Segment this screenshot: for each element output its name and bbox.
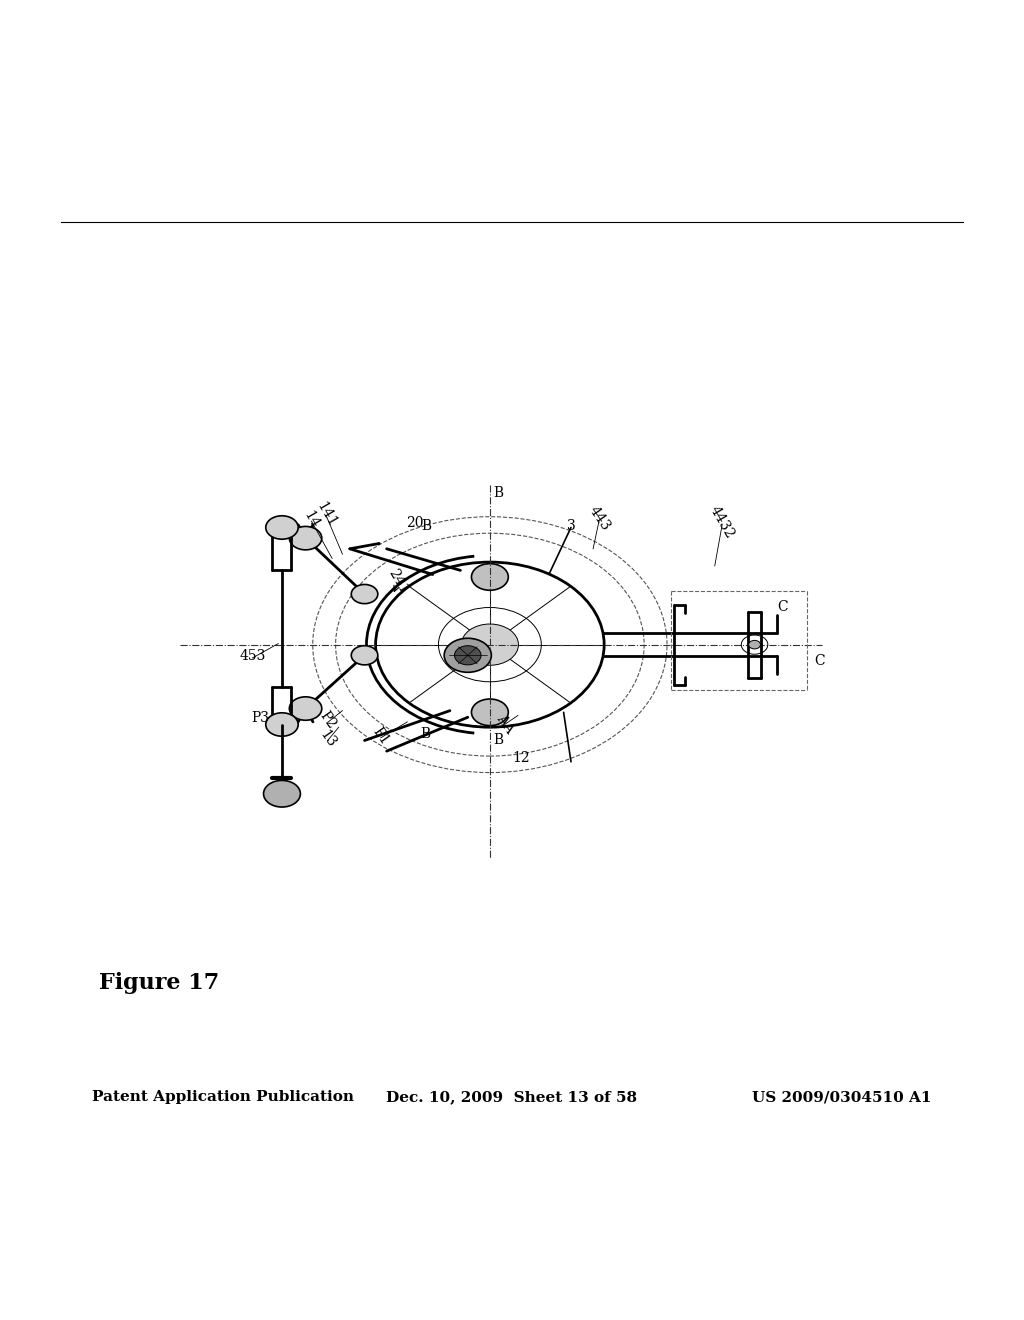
Text: US 2009/0304510 A1: US 2009/0304510 A1: [753, 1090, 932, 1105]
Text: B: B: [494, 734, 504, 747]
Ellipse shape: [461, 624, 518, 665]
Text: P3: P3: [251, 711, 269, 725]
Text: 453: 453: [240, 649, 265, 664]
Ellipse shape: [290, 697, 322, 721]
Text: 141: 141: [313, 499, 339, 529]
Text: B: B: [422, 520, 431, 533]
Text: 20: 20: [406, 516, 424, 531]
Text: 3: 3: [566, 520, 575, 533]
Ellipse shape: [351, 585, 378, 603]
Text: B: B: [494, 486, 504, 500]
Text: Dec. 10, 2009  Sheet 13 of 58: Dec. 10, 2009 Sheet 13 of 58: [386, 1090, 638, 1105]
Text: 13: 13: [316, 729, 339, 751]
Ellipse shape: [749, 640, 761, 649]
Text: 241: 241: [385, 566, 411, 597]
Text: P2: P2: [316, 709, 339, 731]
Text: 4432: 4432: [708, 503, 737, 541]
Ellipse shape: [290, 527, 322, 550]
Text: 14: 14: [301, 508, 322, 531]
Ellipse shape: [351, 645, 378, 665]
Ellipse shape: [455, 645, 481, 665]
Text: 443: 443: [586, 503, 612, 533]
Text: Patent Application Publication: Patent Application Publication: [92, 1090, 354, 1105]
Ellipse shape: [471, 700, 508, 726]
Ellipse shape: [471, 564, 508, 590]
Ellipse shape: [444, 639, 492, 672]
Ellipse shape: [266, 713, 298, 737]
Text: B: B: [420, 727, 430, 741]
Text: P1: P1: [370, 725, 392, 747]
Text: C: C: [777, 601, 788, 614]
Text: 12: 12: [512, 751, 529, 764]
Text: AA: AA: [494, 711, 516, 735]
Ellipse shape: [263, 780, 300, 807]
Text: Figure 17: Figure 17: [98, 972, 219, 994]
Text: C: C: [814, 653, 825, 668]
Ellipse shape: [266, 516, 298, 539]
